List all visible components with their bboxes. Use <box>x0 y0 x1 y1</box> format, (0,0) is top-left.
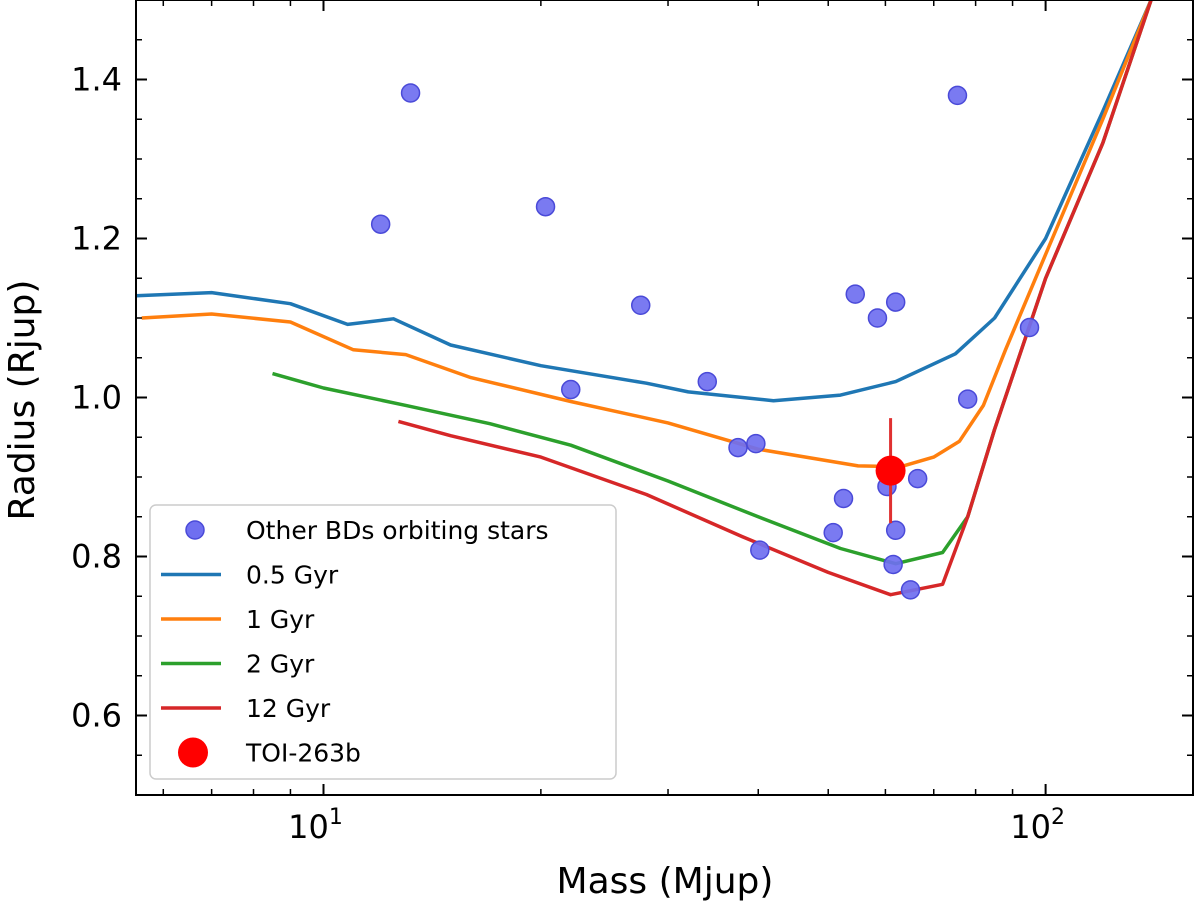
bd-data-point <box>728 437 748 458</box>
bd-data-point <box>1019 317 1040 338</box>
bd-data-point <box>883 554 903 575</box>
y-tick-label: 0.8 <box>71 538 122 576</box>
y-axis-label: Radius (Rjup) <box>2 280 43 521</box>
bd-data-point <box>867 308 888 328</box>
plot-frame <box>135 0 1194 796</box>
legend-label-1-gyr: 1 Gyr <box>246 605 315 634</box>
toi-263b-marker <box>875 418 906 524</box>
bd-data-point <box>697 371 718 392</box>
bd-data-point <box>535 196 556 217</box>
bd-data-point <box>746 433 766 454</box>
bd-data-point <box>885 292 906 312</box>
bd-data-point <box>823 522 843 543</box>
y-tick-label: 1.4 <box>71 61 122 99</box>
bd-data-point <box>833 488 854 509</box>
legend-label-toi-263b: TOI-263b <box>245 739 361 768</box>
legend-label-12-gyr: 12 Gyr <box>246 694 331 723</box>
bd-data-point <box>370 214 391 234</box>
line-12-gyr <box>397 0 1153 597</box>
x-axis-label: Mass (Mjup) <box>557 861 774 902</box>
bd-data-point <box>750 540 770 560</box>
legend-box <box>149 504 617 780</box>
x-tick-label: 102 <box>1010 805 1065 846</box>
bd-data-point <box>947 85 968 106</box>
legend-label-0-5-gyr: 0.5 Gyr <box>246 561 339 590</box>
legend-label-other-bds-orbiting-stars: Other BDs orbiting stars <box>246 516 549 545</box>
bd-data-point <box>957 389 978 409</box>
bd-data-point <box>845 284 866 304</box>
legend: Other BDs orbiting stars 0.5 Gyr 1 Gyr 2 Gy… <box>149 504 617 780</box>
bd-data-point <box>630 295 651 316</box>
x-tick-label: 101 <box>288 805 343 846</box>
bd-data-point <box>561 379 581 400</box>
line-0-5-gyr <box>136 0 1153 403</box>
legend-marker-bd <box>185 520 205 540</box>
tick-labels: 0.6 0.8 1.0 1.2 1.4 101 102 <box>71 61 1065 847</box>
legend-label-2-gyr: 2 Gyr <box>246 650 315 679</box>
series-lines <box>136 0 1153 597</box>
bd-data-point <box>900 580 921 600</box>
toi-263b-point <box>875 455 906 486</box>
y-tick-label: 1.0 <box>71 379 122 417</box>
y-tick-label: 1.2 <box>71 220 122 258</box>
bd-data-point <box>400 83 421 103</box>
bd-data-point <box>885 520 906 541</box>
bd-data-point <box>907 468 928 489</box>
legend-marker-toi-263b <box>178 737 208 768</box>
y-tick-label: 0.6 <box>71 697 122 735</box>
line-1-gyr <box>141 0 1153 469</box>
